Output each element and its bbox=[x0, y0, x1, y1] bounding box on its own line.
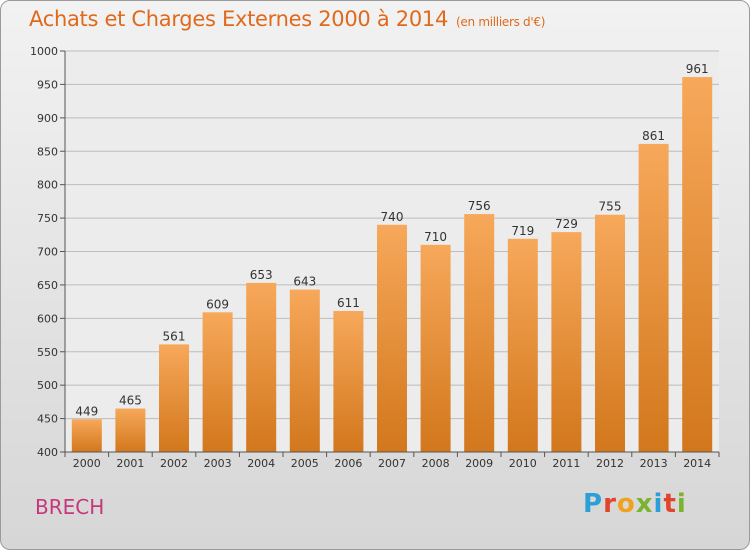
logo-letter: t bbox=[663, 489, 677, 519]
bar bbox=[246, 282, 277, 452]
y-tick-label: 800 bbox=[37, 179, 58, 192]
bar bbox=[507, 238, 538, 452]
data-label: 465 bbox=[119, 394, 142, 408]
y-tick-label: 1000 bbox=[30, 45, 58, 58]
bar-chart: 400 450 500 550 600 650 700 750 800 850 900 950 1000… bbox=[30, 45, 720, 470]
y-tick-label: 500 bbox=[37, 379, 58, 392]
x-tick-label: 2005 bbox=[291, 457, 319, 470]
y-tick-label: 650 bbox=[37, 279, 58, 292]
data-label: 609 bbox=[206, 297, 229, 311]
data-label: 756 bbox=[468, 199, 491, 213]
data-label: 755 bbox=[599, 200, 622, 214]
bar bbox=[420, 244, 451, 452]
data-labels: 449 465 561 609 653 643 611 740 710 756 719 729 755 8… bbox=[75, 62, 708, 418]
chart-unit: (en milliers d'€) bbox=[456, 15, 546, 29]
y-tick-label: 700 bbox=[37, 246, 58, 259]
x-tick-label: 2006 bbox=[334, 457, 362, 470]
bars bbox=[71, 77, 713, 453]
x-tick-label: 2009 bbox=[465, 457, 493, 470]
bar bbox=[377, 224, 407, 452]
x-tick-label: 2002 bbox=[160, 457, 188, 470]
bar bbox=[682, 77, 713, 452]
y-tick-label: 400 bbox=[37, 446, 58, 459]
logo-letter: i bbox=[653, 489, 664, 519]
data-label: 611 bbox=[337, 296, 360, 310]
data-label: 729 bbox=[555, 217, 578, 231]
y-tick-label: 450 bbox=[37, 413, 58, 426]
y-tick-label: 750 bbox=[37, 212, 58, 225]
logo-letter: r bbox=[603, 489, 617, 519]
data-label: 643 bbox=[293, 275, 316, 289]
bar bbox=[71, 419, 102, 452]
logo-letter: x bbox=[635, 489, 654, 519]
data-label: 449 bbox=[75, 404, 98, 418]
commune-name: BRECH bbox=[35, 495, 105, 519]
data-label: 861 bbox=[642, 129, 665, 143]
bar bbox=[638, 143, 669, 453]
x-tick-label: 2001 bbox=[116, 457, 144, 470]
y-tick-label: 850 bbox=[37, 145, 58, 158]
x-tick-label: 2007 bbox=[378, 457, 406, 470]
bar bbox=[202, 312, 233, 452]
y-tick-label: 900 bbox=[37, 112, 58, 125]
x-tick-label: 2000 bbox=[73, 457, 101, 470]
data-label: 740 bbox=[381, 210, 404, 224]
data-label: 710 bbox=[424, 230, 447, 244]
logo-letter: o bbox=[616, 489, 636, 519]
bar bbox=[159, 344, 189, 452]
x-tick-label: 2014 bbox=[683, 457, 711, 470]
bar bbox=[115, 408, 146, 452]
data-label: 961 bbox=[686, 62, 709, 76]
logo-letter: P bbox=[583, 489, 604, 519]
data-label: 719 bbox=[511, 224, 534, 238]
proxiti-logo: Proxiti bbox=[583, 489, 687, 519]
data-label: 561 bbox=[163, 329, 186, 343]
y-axis: 400 450 500 550 600 650 700 750 800 850 900 950 1000 bbox=[30, 45, 66, 459]
bar bbox=[551, 232, 582, 452]
x-tick-label: 2011 bbox=[552, 457, 580, 470]
x-tick-label: 2004 bbox=[247, 457, 275, 470]
bar bbox=[595, 214, 625, 452]
chart-title: Achats et Charges Externes 2000 à 2014 (e… bbox=[29, 7, 545, 31]
x-axis: 2000 2001 2002 2003 2004 2005 2006 2007 2008 2009… bbox=[64, 451, 720, 470]
bar bbox=[464, 214, 495, 452]
x-tick-label: 2003 bbox=[204, 457, 232, 470]
y-tick-label: 600 bbox=[37, 312, 58, 325]
chart-title-text: Achats et Charges Externes 2000 à 2014 bbox=[29, 7, 449, 31]
logo-letter: i bbox=[676, 489, 687, 519]
data-label: 653 bbox=[250, 268, 273, 282]
y-tick-label: 950 bbox=[37, 78, 58, 91]
x-tick-label: 2010 bbox=[509, 457, 537, 470]
bar bbox=[333, 310, 364, 452]
x-tick-label: 2013 bbox=[640, 457, 668, 470]
bar bbox=[289, 289, 320, 452]
y-tick-label: 550 bbox=[37, 346, 58, 359]
x-tick-label: 2012 bbox=[596, 457, 624, 470]
x-tick-label: 2008 bbox=[422, 457, 450, 470]
